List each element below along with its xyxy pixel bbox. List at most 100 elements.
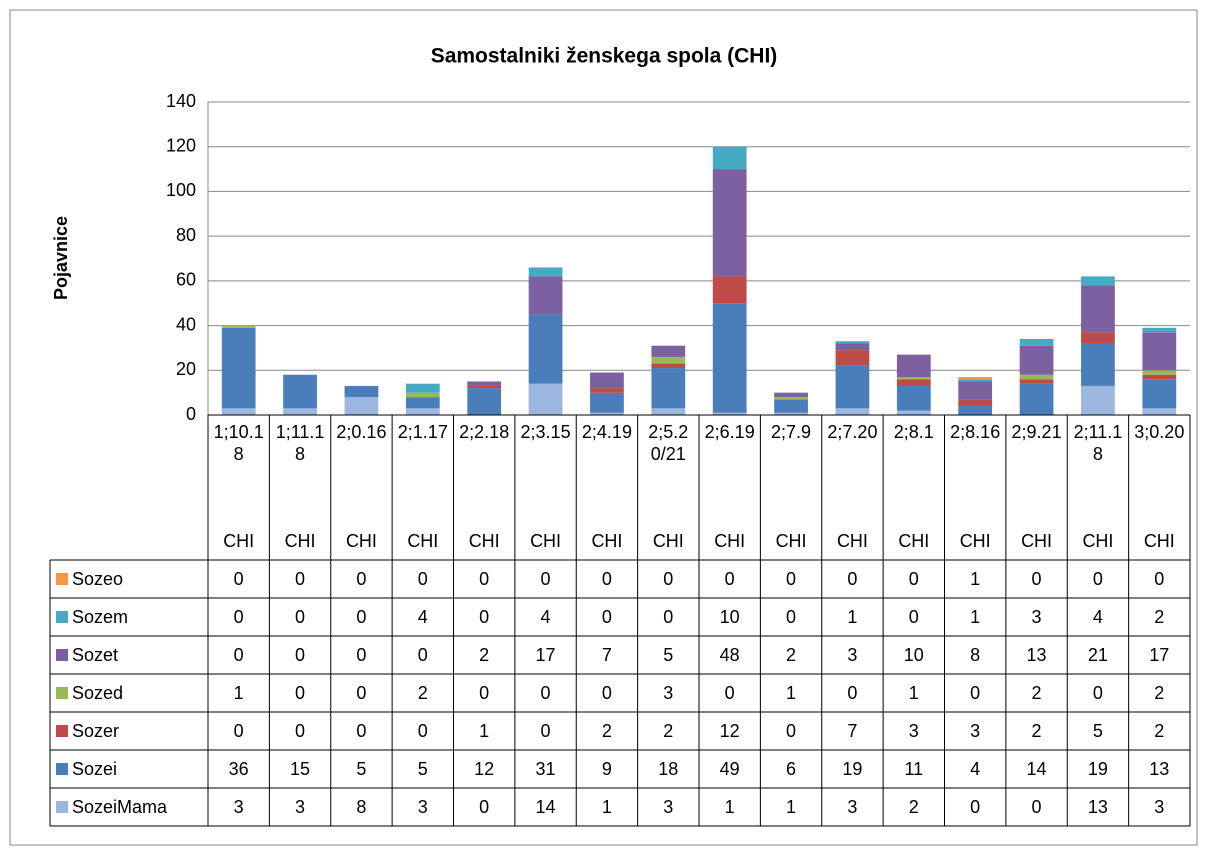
table-value: 5 bbox=[663, 645, 673, 665]
table-value: 0 bbox=[725, 569, 735, 589]
bar-segment bbox=[651, 345, 686, 357]
bar-segment bbox=[590, 388, 624, 393]
x-group-label: CHI bbox=[223, 531, 254, 551]
y-tick-label: 40 bbox=[176, 314, 196, 334]
bar-segment bbox=[835, 341, 870, 344]
y-tick-label: 100 bbox=[166, 180, 196, 200]
bar-segment bbox=[712, 169, 747, 277]
bar-segment bbox=[712, 276, 747, 304]
table-value: 1 bbox=[786, 797, 796, 817]
table-value: 1 bbox=[909, 683, 919, 703]
table-value: 1 bbox=[234, 683, 244, 703]
table-value: 0 bbox=[786, 607, 796, 627]
table-value: 14 bbox=[1027, 759, 1047, 779]
category-cell: 2;2.18 bbox=[459, 422, 510, 442]
bar-segment bbox=[1142, 374, 1177, 380]
table-value: 48 bbox=[720, 645, 740, 665]
x-tick-label: 2;0.16 bbox=[336, 422, 387, 442]
table-value: 8 bbox=[970, 645, 980, 665]
x-group-label: CHI bbox=[530, 531, 561, 551]
table-value: 0 bbox=[479, 607, 489, 627]
table-value: 2 bbox=[1154, 721, 1164, 741]
y-tick-label: 20 bbox=[176, 359, 196, 379]
table-value: 0 bbox=[847, 683, 857, 703]
bar-segment bbox=[835, 408, 870, 415]
table-value: 0 bbox=[541, 683, 551, 703]
bar-segment bbox=[221, 325, 256, 328]
table-value: 0 bbox=[295, 645, 305, 665]
table-value: 15 bbox=[290, 759, 310, 779]
table-value: 2 bbox=[1032, 683, 1042, 703]
bar-segment bbox=[221, 408, 256, 415]
table-value: 0 bbox=[1032, 797, 1042, 817]
x-group-label: CHI bbox=[776, 531, 807, 551]
table-value: 3 bbox=[234, 797, 244, 817]
table-value: 0 bbox=[234, 569, 244, 589]
table-value: 3 bbox=[909, 721, 919, 741]
table-value: 3 bbox=[970, 721, 980, 741]
table-value: 0 bbox=[725, 683, 735, 703]
table-value: 0 bbox=[602, 569, 612, 589]
table-value: 13 bbox=[1149, 759, 1169, 779]
x-tick-label: 2;7.20 bbox=[827, 422, 878, 442]
bar-segment bbox=[958, 399, 993, 407]
bar-segment bbox=[896, 379, 931, 386]
table-value: 0 bbox=[295, 683, 305, 703]
table-value: 0 bbox=[479, 569, 489, 589]
bar-segment bbox=[651, 368, 686, 409]
table-value: 3 bbox=[847, 797, 857, 817]
x-group-label: CHI bbox=[1021, 531, 1052, 551]
table-value: 0 bbox=[1093, 569, 1103, 589]
bar-segment bbox=[651, 363, 686, 369]
legend-label: Sozei bbox=[72, 759, 117, 779]
table-value: 10 bbox=[904, 645, 924, 665]
table-value: 0 bbox=[786, 569, 796, 589]
x-group-label: CHI bbox=[1144, 531, 1175, 551]
y-tick-label: 60 bbox=[176, 270, 196, 290]
x-group-label: CHI bbox=[837, 531, 868, 551]
table-value: 6 bbox=[786, 759, 796, 779]
x-tick-label: 2;1.17 bbox=[397, 422, 448, 442]
x-tick-label: 2;8.1 bbox=[893, 422, 934, 442]
table-value: 2 bbox=[1032, 721, 1042, 741]
table-value: 0 bbox=[909, 569, 919, 589]
bar-segment bbox=[590, 372, 624, 389]
x-group-label: CHI bbox=[898, 531, 929, 551]
bar-segment bbox=[590, 412, 624, 415]
x-tick-label: 2;2.18 bbox=[459, 422, 510, 442]
category-cell: 2;11.18 bbox=[1074, 422, 1123, 464]
table-value: 0 bbox=[418, 721, 428, 741]
x-tick-label: 2;9.21 bbox=[1011, 422, 1062, 442]
table-value: 36 bbox=[229, 759, 249, 779]
bar-segment bbox=[896, 410, 931, 415]
bar-segment bbox=[774, 399, 808, 413]
table-value: 0 bbox=[541, 721, 551, 741]
table-value: 0 bbox=[970, 683, 980, 703]
table-value: 1 bbox=[602, 797, 612, 817]
table-value: 1 bbox=[786, 683, 796, 703]
bar-segment bbox=[896, 354, 931, 377]
table-value: 1 bbox=[970, 607, 980, 627]
bar-segment bbox=[1142, 327, 1177, 333]
x-tick-label: 2;8.16 bbox=[950, 422, 1001, 442]
bar-segment bbox=[712, 412, 747, 415]
table-value: 2 bbox=[418, 683, 428, 703]
table-value: 10 bbox=[720, 607, 740, 627]
legend-swatch bbox=[56, 649, 68, 661]
table-value: 31 bbox=[536, 759, 556, 779]
category-cell: 2;0.16 bbox=[336, 422, 387, 442]
legend-swatch bbox=[56, 611, 68, 623]
bar-segment bbox=[774, 392, 808, 398]
table-value: 1 bbox=[725, 797, 735, 817]
bar-segment bbox=[1142, 408, 1177, 415]
bar-segment bbox=[774, 397, 808, 400]
table-value: 11 bbox=[904, 759, 923, 779]
x-group-label: CHI bbox=[407, 531, 438, 551]
table-value: 2 bbox=[602, 721, 612, 741]
category-cell: 2;7.20 bbox=[827, 422, 878, 442]
table-value: 2 bbox=[1154, 607, 1164, 627]
bar-segment bbox=[405, 397, 440, 409]
x-tick-label: 2;6.19 bbox=[704, 422, 755, 442]
table-value: 4 bbox=[970, 759, 980, 779]
